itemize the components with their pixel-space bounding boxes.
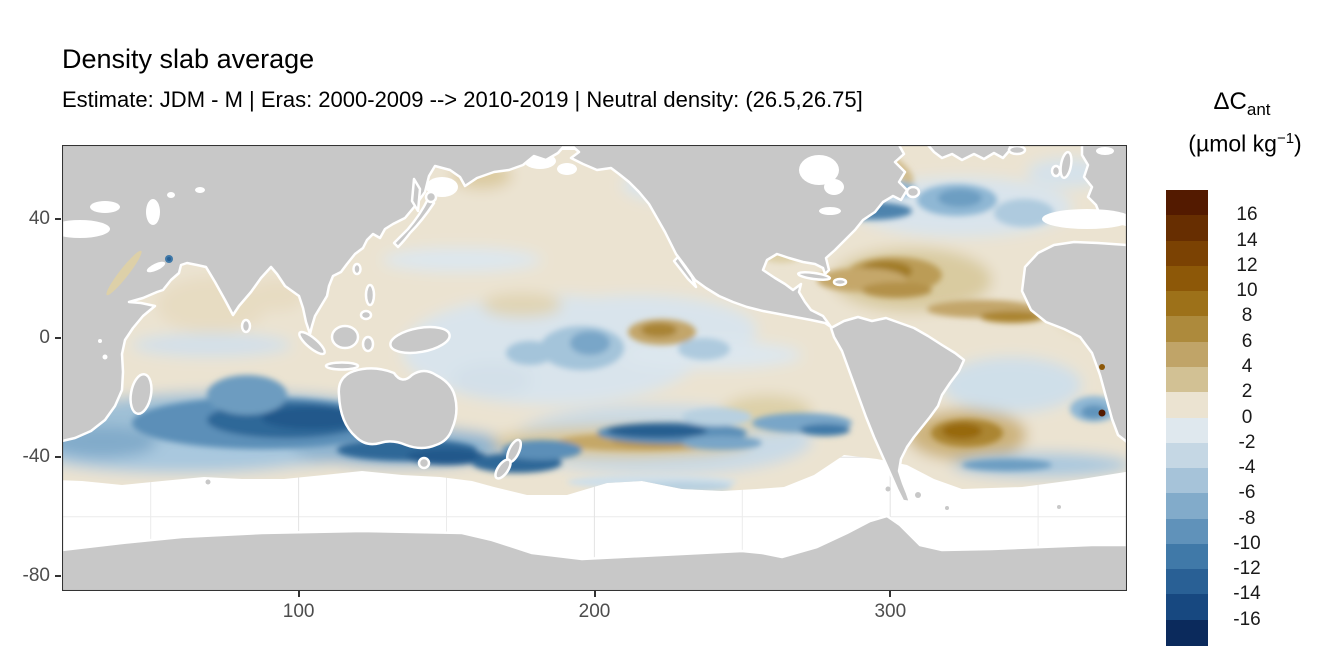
- land-new-zealand-south: [494, 458, 512, 480]
- subantarctic-islands: [205, 479, 1061, 510]
- legend-tick-label: -4: [1238, 457, 1256, 479]
- y-axis-tick: [55, 337, 61, 340]
- legend-title: ΔCant: [1158, 88, 1326, 120]
- legend-tick-label: -2: [1238, 431, 1256, 453]
- legend-color-step: [1166, 569, 1208, 595]
- y-axis-tick-label: 40: [28, 208, 50, 230]
- land-iceland: [1007, 145, 1027, 156]
- land-tasmania: [417, 456, 431, 470]
- legend-unit-suffix: ): [1294, 130, 1302, 157]
- land-north-america: [569, 145, 909, 329]
- x-axis-tick-label: 100: [282, 601, 315, 622]
- land-south-america: [829, 315, 966, 504]
- legend-title-sub: ant: [1246, 99, 1271, 119]
- legend-color-step: [1166, 417, 1208, 444]
- legend-color-step: [1166, 518, 1208, 545]
- y-axis-tick: [55, 218, 61, 221]
- x-axis-tick-label: 200: [578, 601, 611, 622]
- legend-color-step: [1166, 316, 1208, 343]
- legend-tick-label: 14: [1236, 229, 1258, 251]
- map-panel: [61, 144, 1128, 592]
- legend-title-main: ΔC: [1213, 88, 1247, 115]
- land-sakhalin: [410, 177, 422, 213]
- legend-tick-label: 16: [1236, 204, 1258, 226]
- y-axis-tick-label: -40: [22, 446, 50, 468]
- legend-tick-label: -14: [1233, 583, 1261, 605]
- landmasses: [62, 145, 1127, 591]
- legend-color-step: [1166, 493, 1208, 520]
- legend-tick-label: 6: [1241, 330, 1253, 352]
- legend-color-step: [1166, 366, 1208, 393]
- legend-unit-sup: −1: [1276, 130, 1295, 147]
- legend-color-step: [1166, 291, 1208, 317]
- land-java: [324, 361, 360, 371]
- legend-tick-label: -12: [1233, 558, 1261, 580]
- y-axis-tick-label: 0: [39, 327, 50, 349]
- land-eurasia-africa: [62, 145, 567, 443]
- legend-tick-label: 0: [1241, 406, 1253, 428]
- legend-tick-label: -10: [1233, 532, 1261, 554]
- land-britain: [1059, 150, 1073, 180]
- land-hokkaido: [424, 190, 438, 204]
- legend-tick-label: -8: [1238, 507, 1256, 529]
- x-axis-tick: [297, 591, 300, 597]
- y-axis-tick: [55, 575, 61, 578]
- legend-tick-label: 12: [1236, 254, 1258, 276]
- legend-color-step: [1166, 442, 1208, 469]
- legend-color-step: [1166, 190, 1208, 216]
- legend-color-step: [1166, 594, 1208, 621]
- legend-color-step: [1166, 619, 1208, 646]
- land-taiwan: [352, 262, 362, 276]
- land-antarctica: [62, 514, 1127, 591]
- land-mindanao: [359, 309, 373, 321]
- legend-tick-label: -16: [1233, 608, 1261, 630]
- legend-tick-label: -6: [1238, 482, 1256, 504]
- land-sumatra: [298, 330, 326, 356]
- land-hispaniola: [832, 277, 848, 287]
- legend-unit: (µmol kg−1): [1150, 130, 1340, 158]
- y-axis-tick-label: -80: [22, 565, 50, 587]
- legend-color-step: [1166, 468, 1208, 494]
- land-newfoundland: [905, 185, 921, 199]
- panel-border: [61, 144, 1128, 592]
- chart-title: Density slab average: [62, 44, 315, 74]
- land-baja: [672, 255, 698, 289]
- land-philippines: [364, 283, 376, 307]
- legend-tick-label: 8: [1241, 305, 1253, 327]
- land-ireland: [1050, 164, 1062, 178]
- legend-color-step: [1166, 240, 1208, 267]
- inland-seas: [62, 147, 1127, 360]
- world-map: [61, 144, 1128, 592]
- legend-tick-label: 2: [1241, 381, 1253, 403]
- land-australia: [337, 367, 458, 450]
- legend-color-step: [1166, 215, 1208, 242]
- legend-tick-label: 4: [1241, 355, 1253, 377]
- legend-color-step: [1166, 543, 1208, 570]
- land-sulawesi: [361, 335, 375, 353]
- legend-color-step: [1166, 265, 1208, 292]
- extreme-cells: [165, 255, 1106, 417]
- land-europe: [1080, 145, 1127, 227]
- land-west-africa: [1020, 240, 1127, 444]
- land-new-guinea: [389, 325, 451, 355]
- legend-color-step: [1166, 392, 1208, 418]
- land-japan: [392, 197, 436, 249]
- legend-tick-label: 10: [1236, 280, 1258, 302]
- chart-subtitle: Estimate: JDM - M | Eras: 2000-2009 --> …: [62, 87, 863, 112]
- land-cuba: [796, 271, 832, 281]
- legend-unit-prefix: (µmol kg: [1188, 130, 1277, 157]
- land-borneo: [330, 324, 360, 350]
- land-madagascar: [129, 372, 153, 416]
- x-axis-tick: [593, 591, 596, 597]
- x-axis-tick: [889, 591, 892, 597]
- legend-color-step: [1166, 341, 1208, 368]
- y-axis-tick: [55, 456, 61, 459]
- land-sri-lanka: [240, 318, 252, 334]
- x-axis-tick-label: 300: [874, 601, 907, 622]
- red-sea-data: [106, 250, 142, 296]
